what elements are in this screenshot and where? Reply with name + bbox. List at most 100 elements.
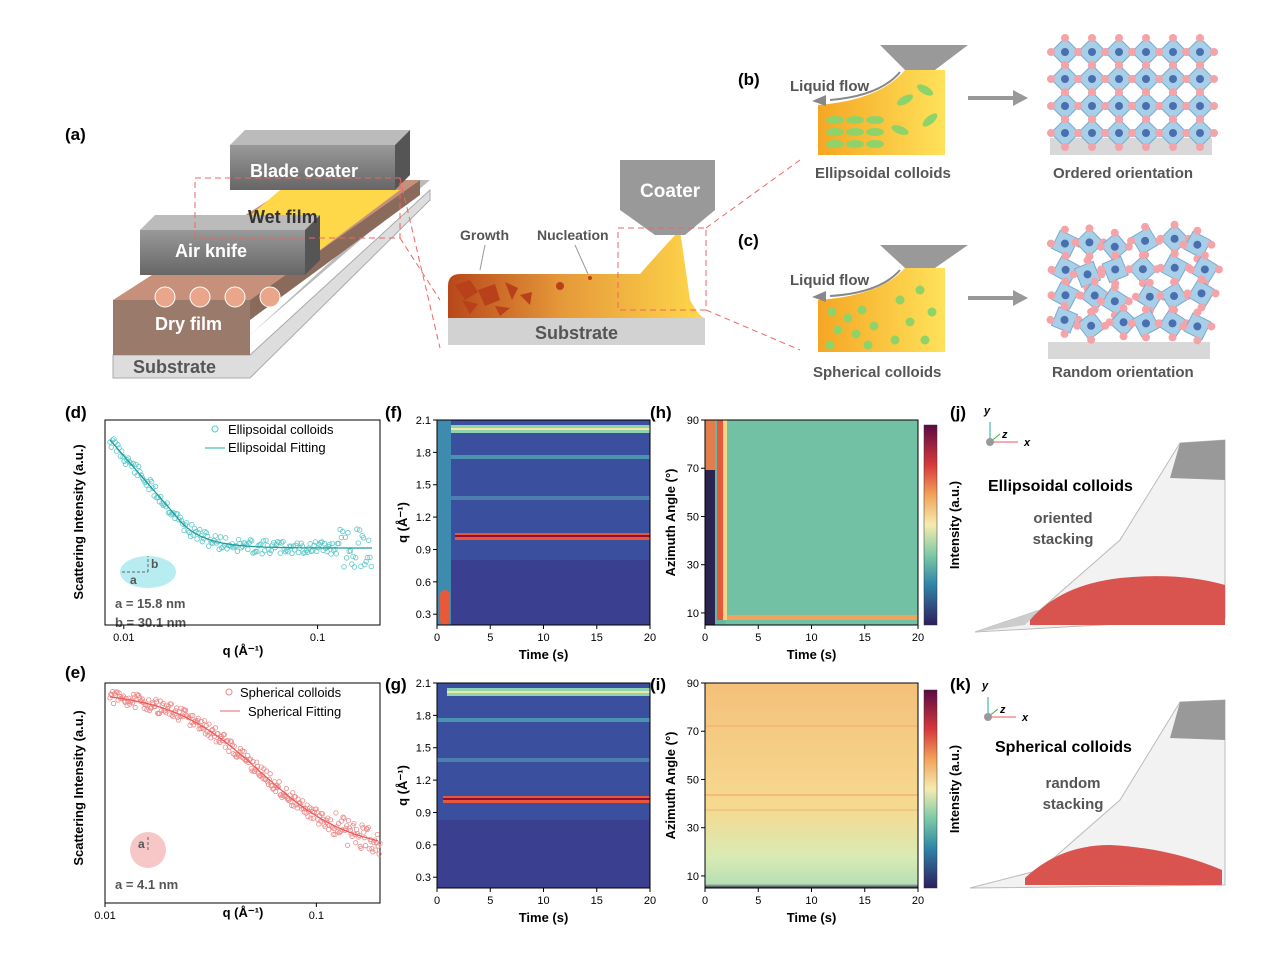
scatter-point [138,472,144,478]
atom [1141,222,1150,231]
atom [1061,277,1070,286]
atom [1170,292,1179,301]
scatter-point [183,707,189,714]
atom [1088,48,1096,56]
atom [1119,332,1128,341]
atom [1182,102,1190,110]
atom [1182,129,1190,137]
x-tick-label: 0.1 [309,910,324,922]
scatter-point [139,696,145,702]
atom [1197,275,1206,284]
scatter-point [344,842,351,848]
atom [1105,318,1114,327]
atom [1061,265,1070,274]
atom [1169,48,1177,56]
label: Nucleation [537,227,609,243]
scatter-point [342,534,348,541]
scatter-point [234,548,241,555]
x-axis-label: q (Å⁻¹) [223,643,264,658]
scatter-point [312,539,319,545]
atom [1170,249,1179,258]
annotation: a = 15.8 nm [115,596,185,611]
scatter-point [362,843,369,849]
scatter-point [174,511,181,517]
scatter-point [150,485,156,491]
atom [1061,48,1069,56]
y-axis-label: q (Å⁻¹) [395,502,410,543]
x-tick-label: 10 [537,895,549,907]
scatter-point [213,540,220,546]
panel-e: Scattering Intensity (a.u.) q (Å⁻¹) Sphe… [71,685,342,920]
scatter-point [310,815,316,821]
scatter-point [345,530,351,536]
scatter-point [338,534,345,541]
atom [1088,129,1096,137]
axis-letter: z [999,704,1006,716]
x-tick-label: 20 [644,895,656,907]
atom [1142,48,1150,56]
scatter-point [265,781,271,788]
scatter-point [191,525,198,532]
y-tick-label: 1.8 [416,710,431,722]
x-tick-label: 0 [434,895,440,907]
atom [1088,88,1096,96]
scatter-point [206,721,212,727]
scatter-point [128,460,134,466]
annotation: b = 30.1 nm [115,615,186,630]
scatter-point [336,830,343,836]
scatter-point [356,527,363,533]
atom [1196,102,1204,110]
schematic-b: Ellipsoidal colloids Ordered orientation… [790,34,1218,182]
scatter-point [298,803,304,809]
scatter-point [263,537,269,543]
atom [1169,75,1177,83]
atom [1179,322,1188,331]
scatter-point [280,538,286,545]
scatter-point [361,829,367,835]
scatter-point [206,543,212,549]
atom [1060,239,1069,248]
atom [1115,48,1123,56]
scatter-point [330,831,336,837]
scatter-point [250,758,256,765]
atom [1115,75,1123,83]
label: Growth [460,227,509,243]
label: stacking [1043,796,1104,813]
scatter-point [113,448,120,454]
atom [1170,263,1179,272]
scatter-point [359,822,365,828]
scatter-point [364,555,371,561]
x-tick-label: 0.1 [310,632,325,644]
scatter-point [212,725,218,731]
atom [1169,143,1177,151]
atom [1090,291,1099,300]
scatter-point [158,708,164,714]
atom [1061,129,1069,137]
scatter-point [374,831,380,838]
atom [1210,75,1218,83]
scatter-point [199,538,205,545]
atom [1193,308,1202,317]
label: Blade coater [250,161,358,181]
y-tick-label: 50 [687,774,699,786]
annotation: a = 4.1 nm [115,877,178,892]
y-tick-label: 0.9 [416,544,431,556]
scatter-point [340,528,346,535]
scatter-point [325,815,331,821]
scatter-point [341,564,347,570]
scatter-point [360,535,367,541]
atom [1196,61,1204,69]
y-axis-label: Scattering Intensity (a.u.) [71,444,86,599]
x-axis-label: q (Å⁻¹) [223,905,264,920]
scatter-point [366,846,372,852]
atom [1200,265,1209,274]
atom [1169,34,1177,42]
atom [1074,102,1082,110]
scatter-point [263,768,270,774]
atom [1074,75,1082,83]
scatter-point [190,532,196,538]
atom [1085,224,1094,233]
panel-label: (b) [738,70,760,89]
scatter-point [251,549,257,556]
